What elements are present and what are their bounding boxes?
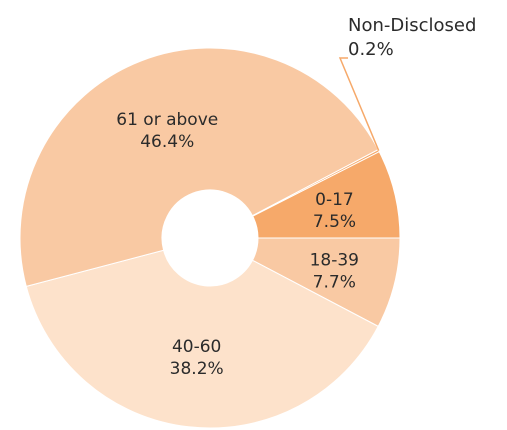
value-label-non-disclosed: 0.2% [348, 39, 394, 60]
label-40-60: 40-60 [172, 337, 221, 357]
value-label-40-60: 38.2% [170, 359, 224, 379]
leader-line-non-disclosed [338, 57, 380, 151]
label-61-or-above: 61 or above [116, 110, 218, 130]
value-label-0-17: 7.5% [313, 212, 356, 232]
value-label-18-39: 7.7% [313, 273, 356, 293]
slice-40-60 [25, 249, 379, 429]
label-non-disclosed: Non-Disclosed [348, 15, 476, 36]
donut-slices [19, 47, 401, 429]
value-label-61-or-above: 46.4% [140, 132, 194, 152]
label-0-17: 0-17 [315, 190, 354, 210]
slice-61-or-above [19, 47, 379, 288]
slice-0-17 [252, 151, 401, 239]
label-18-39: 18-39 [310, 251, 359, 271]
